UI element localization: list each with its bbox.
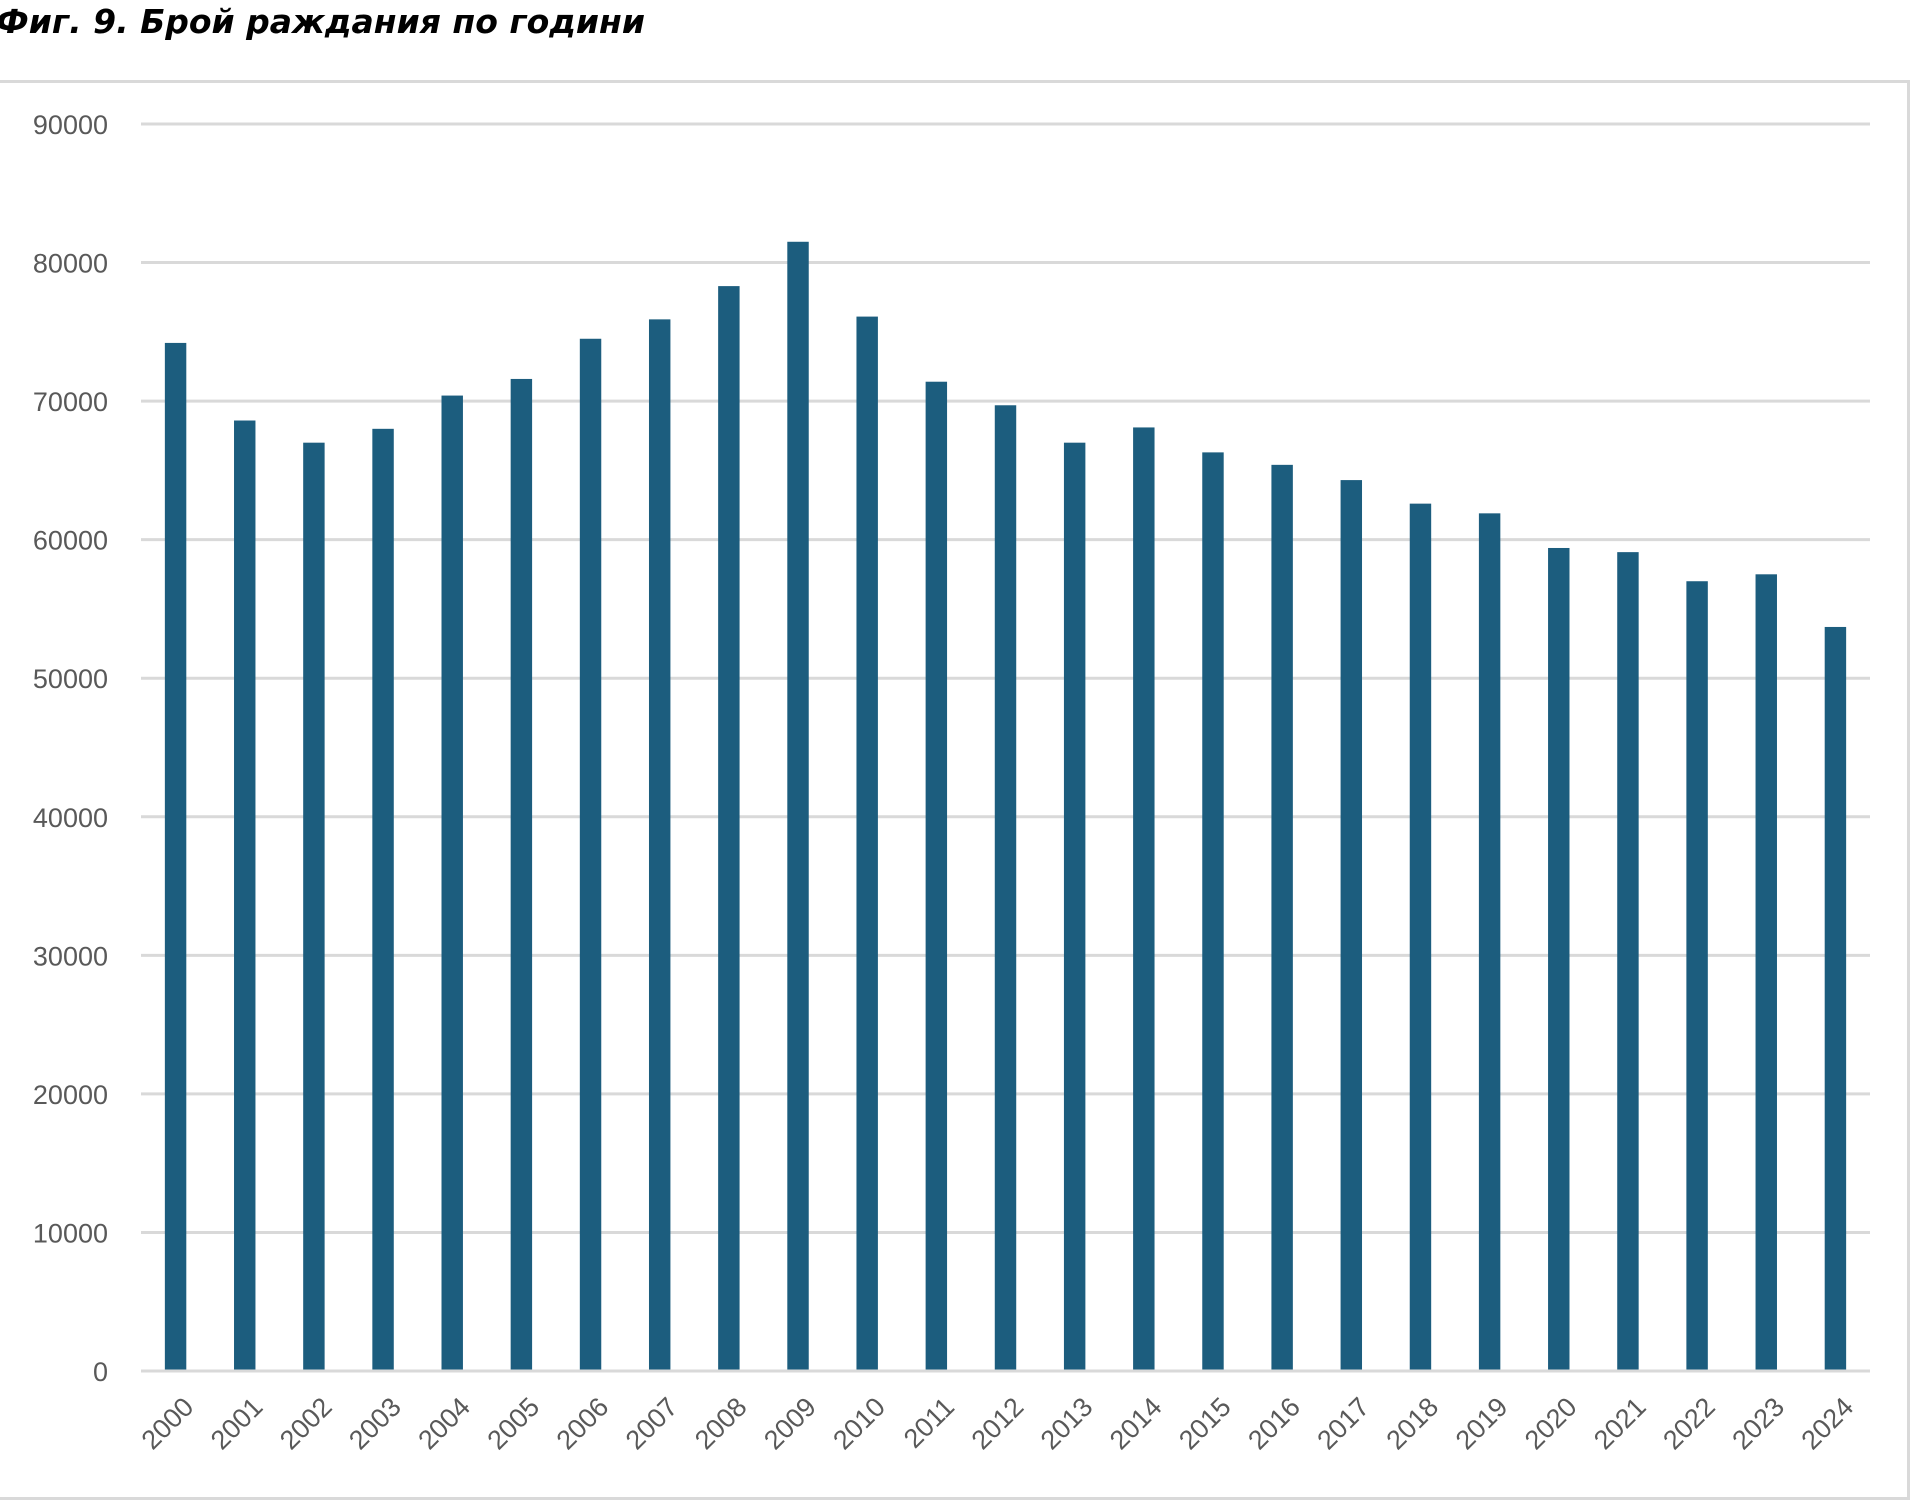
y-tick-label: 70000	[33, 387, 108, 417]
bar-2022	[1686, 581, 1708, 1371]
x-tick-label: 2014	[1104, 1392, 1168, 1456]
bar-2005	[510, 378, 533, 1371]
bar-2008	[718, 286, 740, 1371]
x-tick-label: 2021	[1588, 1392, 1652, 1456]
y-tick-label: 60000	[33, 526, 108, 556]
x-tick-label: 2008	[689, 1392, 753, 1456]
x-tick-label: 2012	[966, 1392, 1030, 1456]
bar-2001	[234, 420, 256, 1371]
x-tick-label: 2020	[1519, 1392, 1583, 1456]
bar-2015	[1202, 452, 1224, 1371]
bar-2011	[925, 381, 948, 1371]
bar-2003	[372, 428, 394, 1371]
x-tick-label: 2006	[551, 1392, 615, 1456]
x-tick-label: 2017	[1311, 1392, 1375, 1456]
x-tick-label: 2013	[1035, 1392, 1099, 1456]
figure-title: Фиг. 9. Брой раждания по години	[0, 2, 645, 41]
y-tick-label: 90000	[33, 110, 108, 140]
y-tick-label: 20000	[33, 1080, 108, 1110]
x-tick-label: 2000	[136, 1392, 200, 1456]
x-tick-label: 2001	[205, 1392, 269, 1456]
y-tick-label: 0	[93, 1357, 108, 1387]
x-tick-label: 2002	[274, 1392, 338, 1456]
x-tick-label: 2009	[758, 1392, 822, 1456]
bar-2006	[579, 338, 602, 1371]
bar-2014	[1133, 427, 1155, 1372]
bar-2009	[787, 241, 809, 1371]
x-tick-label: 2018	[1381, 1392, 1445, 1456]
x-tick-label: 2024	[1796, 1392, 1860, 1456]
bar-2004	[441, 395, 463, 1372]
x-tick-label: 2022	[1657, 1392, 1721, 1456]
y-tick-label: 80000	[33, 249, 108, 279]
x-tick-label: 2007	[620, 1392, 684, 1456]
bar-2013	[1063, 442, 1086, 1372]
bar-2016	[1271, 464, 1293, 1371]
y-axis-tick-labels: 0 10000 20000 30000 40000 50000 60000 70000 8000…	[33, 110, 108, 1387]
bar-2023	[1755, 574, 1777, 1371]
x-tick-label: 2015	[1173, 1392, 1237, 1456]
bar-2017	[1340, 480, 1363, 1371]
bar-2012	[994, 405, 1017, 1371]
y-tick-label: 30000	[33, 941, 108, 971]
x-tick-label: 2011	[898, 1392, 960, 1454]
bar-2018	[1409, 503, 1432, 1371]
y-tick-label: 10000	[33, 1218, 108, 1248]
bar-2021	[1617, 552, 1639, 1371]
x-axis-tick-labels: 2000 2001 2002 2003 2004 2005 2006 2007 2008 2009…	[136, 1392, 1860, 1456]
bar-2024	[1824, 626, 1847, 1371]
x-tick-label: 2016	[1242, 1392, 1306, 1456]
bar-2019	[1478, 513, 1501, 1371]
y-tick-label: 50000	[33, 664, 108, 694]
x-tick-label: 2023	[1726, 1392, 1790, 1456]
bar-2000	[164, 342, 187, 1372]
x-tick-label: 2004	[412, 1392, 476, 1456]
bar-2002	[303, 442, 325, 1372]
y-tick-label: 40000	[33, 803, 108, 833]
x-tick-label: 2019	[1450, 1392, 1514, 1456]
x-tick-label: 2005	[482, 1392, 546, 1456]
x-tick-label: 2003	[343, 1392, 407, 1456]
bars	[164, 241, 1847, 1372]
bar-2010	[856, 316, 878, 1371]
bar-2020	[1548, 547, 1570, 1371]
bar-2007	[648, 319, 671, 1372]
x-tick-label: 2010	[827, 1392, 891, 1456]
